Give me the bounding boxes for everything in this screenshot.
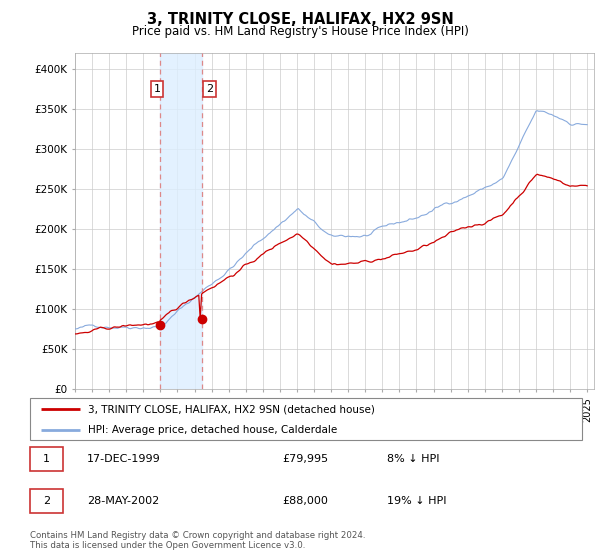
Text: 17-DEC-1999: 17-DEC-1999 bbox=[87, 454, 161, 464]
Text: £79,995: £79,995 bbox=[282, 454, 328, 464]
Text: 3, TRINITY CLOSE, HALIFAX, HX2 9SN (detached house): 3, TRINITY CLOSE, HALIFAX, HX2 9SN (deta… bbox=[88, 404, 375, 414]
Text: 1: 1 bbox=[43, 454, 50, 464]
Text: 2: 2 bbox=[206, 84, 213, 94]
Bar bbox=[160, 53, 202, 389]
FancyBboxPatch shape bbox=[30, 398, 582, 440]
Text: HPI: Average price, detached house, Calderdale: HPI: Average price, detached house, Cald… bbox=[88, 426, 337, 435]
Text: Price paid vs. HM Land Registry's House Price Index (HPI): Price paid vs. HM Land Registry's House … bbox=[131, 25, 469, 38]
Text: 19% ↓ HPI: 19% ↓ HPI bbox=[387, 496, 446, 506]
Text: £88,000: £88,000 bbox=[282, 496, 328, 506]
Text: 1: 1 bbox=[154, 84, 161, 94]
Text: 2: 2 bbox=[43, 496, 50, 506]
Text: 3, TRINITY CLOSE, HALIFAX, HX2 9SN: 3, TRINITY CLOSE, HALIFAX, HX2 9SN bbox=[146, 12, 454, 27]
Text: 28-MAY-2002: 28-MAY-2002 bbox=[87, 496, 159, 506]
Text: 8% ↓ HPI: 8% ↓ HPI bbox=[387, 454, 439, 464]
Text: Contains HM Land Registry data © Crown copyright and database right 2024.
This d: Contains HM Land Registry data © Crown c… bbox=[30, 531, 365, 550]
